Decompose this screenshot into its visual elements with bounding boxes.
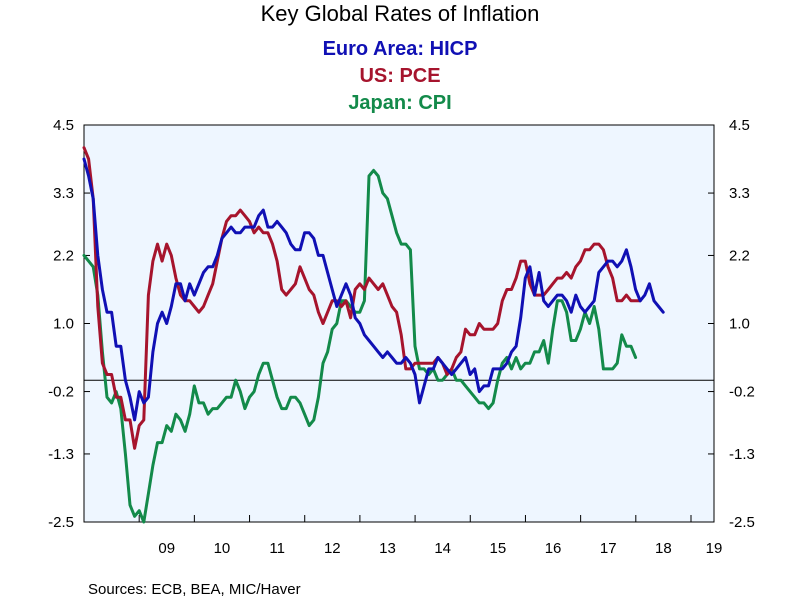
- x-tick-label: 13: [379, 540, 396, 557]
- x-tick-label: 10: [214, 540, 231, 557]
- x-tick-label: 16: [545, 540, 562, 557]
- series-line-euro-hicp: [82, 157, 665, 422]
- y-tick-label-right: 3.3: [729, 185, 750, 202]
- y-tick-label-right: 4.5: [729, 117, 750, 134]
- x-tick-label: 15: [490, 540, 507, 557]
- y-tick-label-right: -1.3: [729, 446, 755, 463]
- x-tick-label: 11: [269, 540, 285, 557]
- series-line-us-pce: [82, 146, 642, 450]
- source-note: Sources: ECB, BEA, MIC/Haver: [88, 581, 301, 598]
- y-tick-label-right: 1.0: [729, 316, 750, 333]
- y-axis-ticks: 4.5 4.5 3.3 3.3 2.2 2.2 1.0 1.0 -0.2 -0.2 -1.3 -1.3…: [48, 117, 755, 531]
- series-line-japan-cpi: [82, 168, 638, 524]
- y-tick-label-left: 2.2: [53, 247, 74, 264]
- subtitle-euro: Euro Area: HICP: [323, 38, 478, 60]
- subtitle-us: US: PCE: [359, 65, 440, 87]
- y-tick-label-right: -2.5: [729, 514, 755, 531]
- y-tick-label-left: 4.5: [53, 117, 74, 134]
- y-tick-label-left: -2.5: [48, 514, 74, 531]
- y-tick-label-left: 1.0: [53, 316, 74, 333]
- subtitle-japan: Japan: CPI: [348, 92, 451, 114]
- x-tick-label: 09: [158, 540, 175, 557]
- x-tick-label: 12: [324, 540, 341, 557]
- x-axis-ticks: 09 10 11 12 13 14 15 16 17 18 19: [138, 515, 723, 557]
- x-tick-label: 18: [655, 540, 672, 557]
- y-tick-label-left: 3.3: [53, 185, 74, 202]
- y-tick-label-right: 2.2: [729, 247, 750, 264]
- y-tick-label-right: -0.2: [729, 384, 755, 401]
- x-tick-label: 17: [600, 540, 617, 557]
- y-tick-label-left: -1.3: [48, 446, 74, 463]
- series-lines: [82, 146, 665, 524]
- y-tick-label-left: -0.2: [48, 384, 74, 401]
- chart-title: Key Global Rates of Inflation: [261, 1, 540, 26]
- x-tick-label: 14: [434, 540, 451, 557]
- x-tick-label: 19: [706, 540, 723, 557]
